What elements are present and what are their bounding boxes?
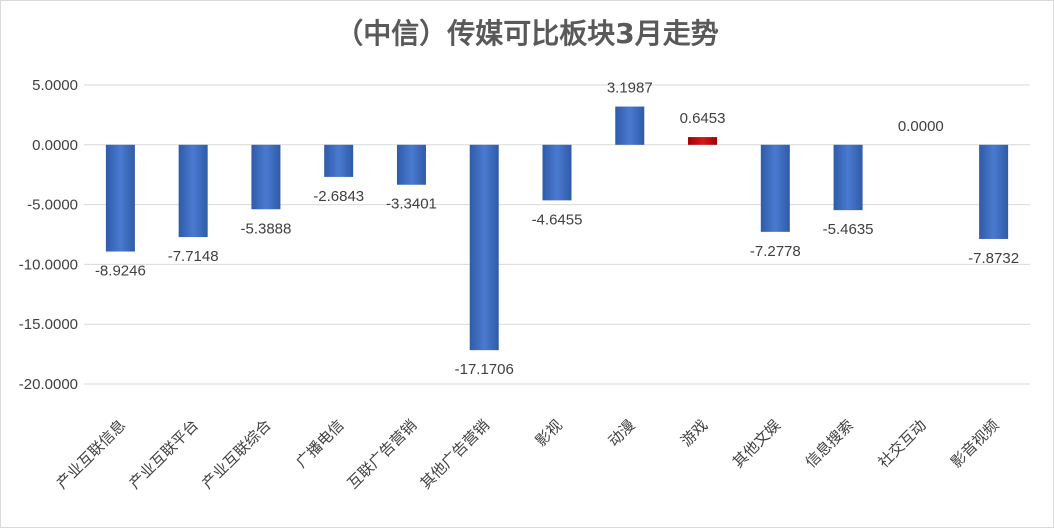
bar [615,106,645,145]
category-label: 信息搜索 [802,416,857,471]
y-tick-label: -5.0000 [27,197,78,214]
bars [105,106,1009,351]
category-label: 影音视频 [947,416,1002,471]
data-label: -5.4635 [823,221,874,238]
category-label: 其他文娱 [729,416,784,471]
data-label: -17.1706 [455,361,514,378]
chart-title: （中信）传媒可比板块3月走势 [335,17,719,50]
data-label: -3.3401 [386,196,437,213]
category-label: 社交互动 [875,416,930,471]
category-label: 互联广告营销 [344,416,420,492]
y-tick-label: -15.0000 [19,316,78,333]
y-tick-label: 5.0000 [32,77,78,94]
data-labels: -8.9246 -7.7148 -5.3888 -2.6843 -3.3401 -17.1… [95,80,1019,379]
data-label: -4.6455 [532,211,583,228]
bar [979,144,1009,239]
data-label: 3.1987 [607,80,653,97]
bar [688,137,718,145]
category-label: 广播电信 [292,416,347,471]
y-tick-label: 0.0000 [32,137,78,154]
data-label: -7.7148 [168,248,219,265]
bar [833,144,863,211]
data-label: -8.9246 [95,263,146,280]
y-tick-label: -10.0000 [19,256,78,273]
category-label: 产业互联信息 [53,416,129,492]
category-label: 游戏 [677,416,711,450]
data-label: 0.0000 [898,118,944,135]
data-label: 0.6453 [680,110,726,127]
y-axis-ticks: 5.0000 0.0000 -5.0000 -10.0000 -15.0000 -20.0… [19,77,78,393]
data-label: -7.2778 [750,243,801,260]
category-label: 产业互联综合 [198,416,274,492]
bar [542,144,572,201]
bar [396,144,426,185]
bar [324,144,354,177]
y-tick-label: -20.0000 [19,376,78,393]
data-label: -7.8732 [968,250,1019,267]
bar [251,144,281,210]
bar [469,144,499,351]
gridlines [84,84,1030,385]
bar [760,144,790,232]
data-label: -5.3888 [240,220,291,237]
data-label: -2.6843 [313,188,364,205]
category-label: 影视 [532,416,566,450]
bar [105,144,135,252]
category-label: 其他广告营销 [417,416,493,492]
bar [178,144,208,238]
category-label: 动漫 [605,416,639,450]
category-label: 产业互联平台 [126,416,202,492]
